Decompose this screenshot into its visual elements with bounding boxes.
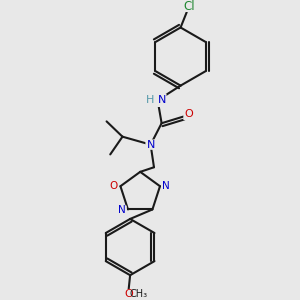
FancyBboxPatch shape [116,289,141,300]
Text: N: N [162,181,170,191]
FancyBboxPatch shape [146,140,156,150]
FancyBboxPatch shape [183,110,194,120]
FancyBboxPatch shape [117,206,127,215]
FancyBboxPatch shape [109,181,118,190]
Text: O: O [110,181,118,190]
Text: Cl: Cl [183,0,195,13]
FancyBboxPatch shape [161,181,171,191]
Text: O: O [184,109,193,119]
Text: N: N [146,140,155,150]
Text: O: O [124,290,133,299]
Text: CH₃: CH₃ [129,290,147,299]
Text: N: N [118,206,126,215]
FancyBboxPatch shape [144,94,167,107]
Text: H: H [146,95,154,105]
Text: N: N [158,95,166,105]
